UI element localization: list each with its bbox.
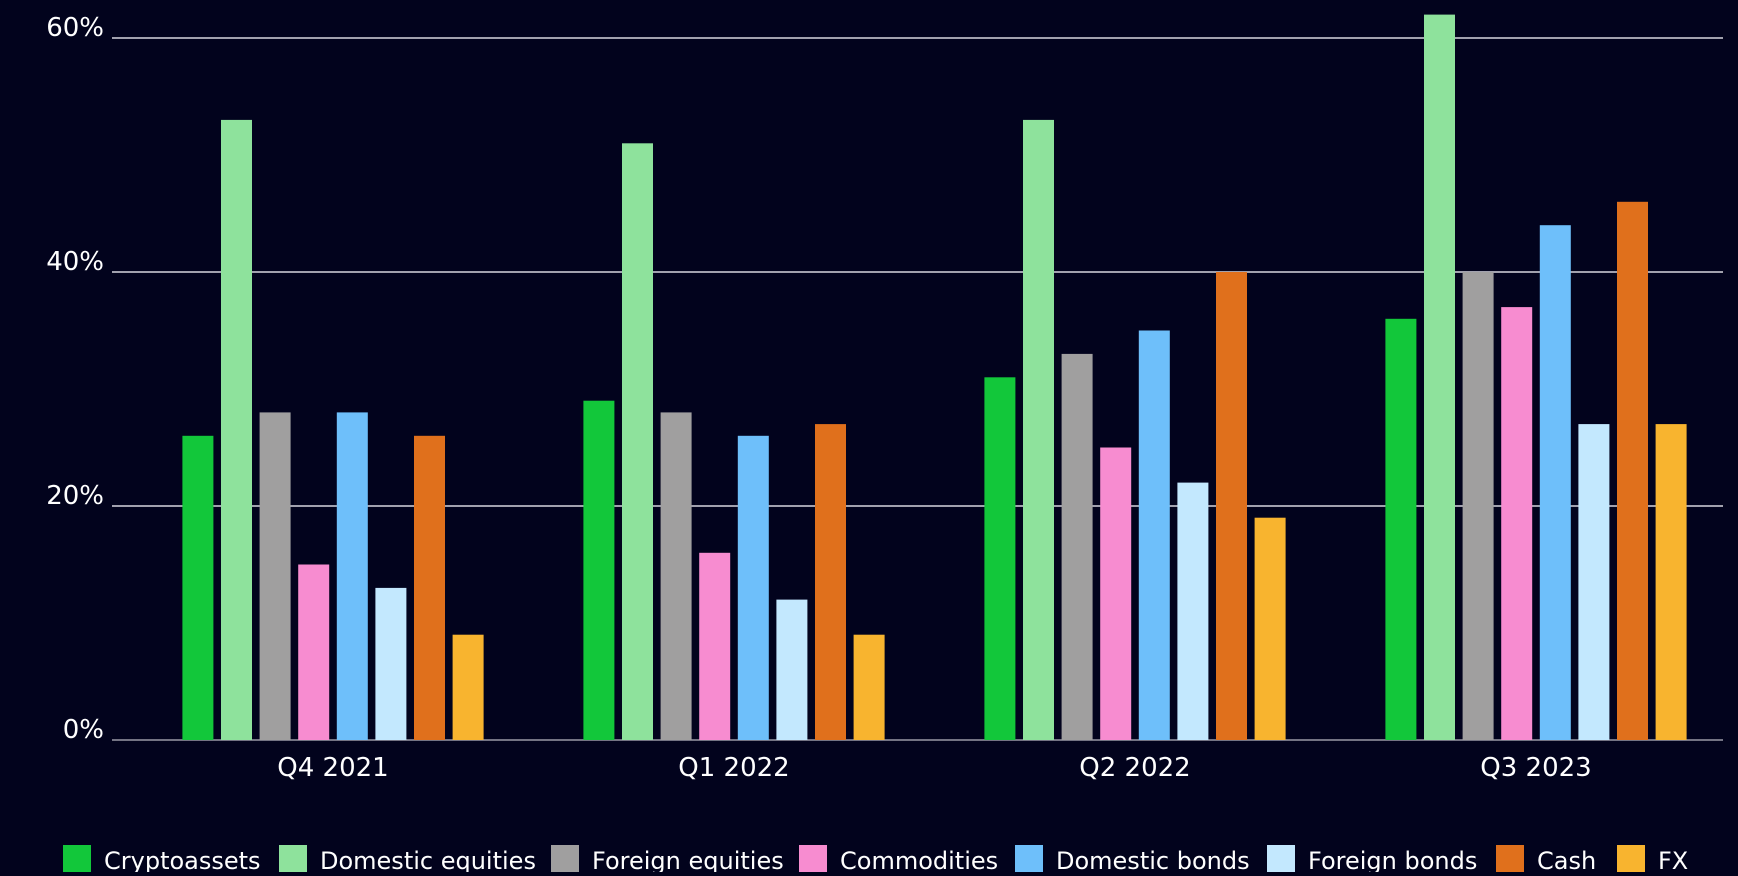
bar (1462, 272, 1494, 740)
legend-swatch (279, 845, 307, 872)
bar (660, 412, 692, 740)
bar (622, 143, 653, 741)
bar (737, 435, 769, 740)
bar (815, 424, 846, 740)
bar (1424, 14, 1455, 741)
legend-label: Foreign bonds (1308, 847, 1477, 872)
bar (221, 119, 252, 740)
bar (1216, 272, 1247, 740)
y-tick-label: 60% (46, 13, 104, 43)
bar (1254, 517, 1286, 740)
bar (776, 599, 808, 740)
legend-swatch (551, 845, 579, 872)
legend-swatch (63, 845, 91, 872)
bar (1655, 424, 1687, 740)
bar (1578, 424, 1610, 740)
bar (375, 587, 407, 740)
legend-swatch (1267, 845, 1295, 872)
bar (182, 435, 214, 740)
bar (1023, 119, 1054, 740)
bar (1501, 307, 1533, 740)
x-tick-label: Q3 2023 (1480, 753, 1591, 783)
bar (1385, 318, 1417, 740)
bar (298, 564, 330, 740)
x-tick-label: Q1 2022 (678, 753, 789, 783)
bar (1061, 353, 1093, 740)
bar (1539, 225, 1571, 740)
legend-swatch (1015, 845, 1043, 872)
legend-label: Commodities (840, 847, 998, 872)
legend-label: Domestic equities (320, 847, 536, 872)
bar (853, 634, 885, 740)
x-tick-label: Q4 2021 (277, 753, 388, 783)
legend-swatch (1617, 845, 1645, 872)
legend-label: Domestic bonds (1056, 847, 1250, 872)
legend-label: FX (1658, 847, 1688, 872)
bar (699, 552, 731, 740)
bar (336, 412, 368, 740)
bar (1177, 482, 1209, 740)
legend-label: Foreign equities (592, 847, 784, 872)
bar (583, 400, 615, 740)
bar (984, 377, 1016, 740)
y-tick-label: 0% (63, 715, 104, 745)
bar (1100, 447, 1132, 740)
y-tick-label: 20% (46, 481, 104, 511)
legend-label: Cash (1537, 847, 1596, 872)
bar (1138, 330, 1170, 740)
bar (452, 634, 484, 740)
legend-swatch (1496, 845, 1524, 872)
x-tick-label: Q2 2022 (1079, 753, 1190, 783)
bar (414, 435, 445, 740)
legend-swatch (799, 845, 827, 872)
bar (259, 412, 291, 740)
bar (1617, 201, 1648, 741)
legend-label: Cryptoassets (104, 847, 261, 872)
y-tick-label: 40% (46, 247, 104, 277)
